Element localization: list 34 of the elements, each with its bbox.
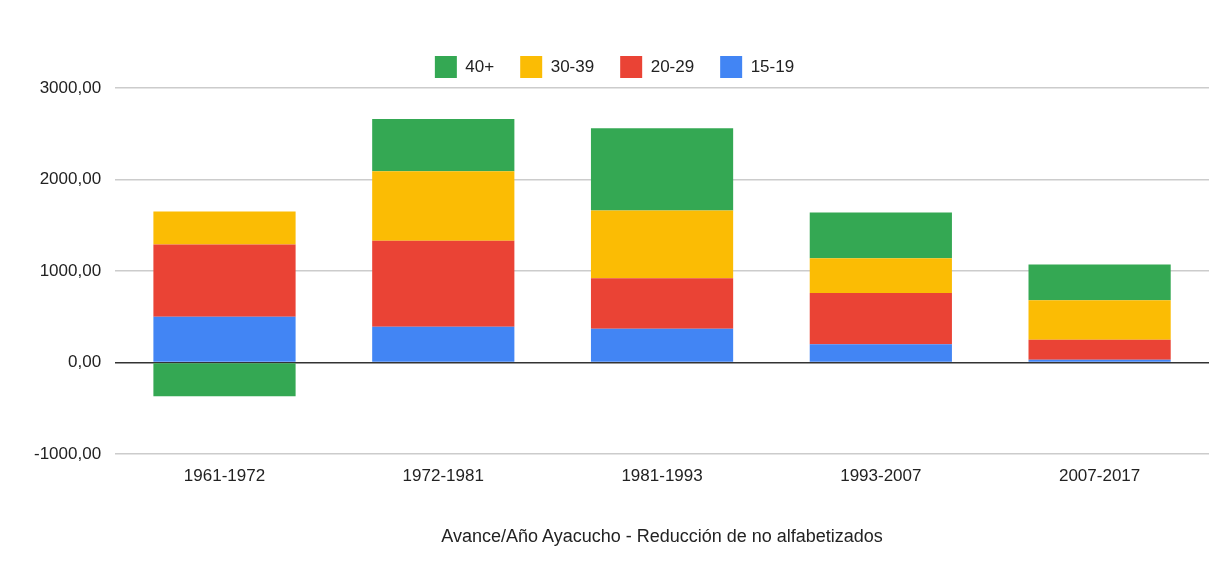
legend-label: 20-29 (650, 56, 695, 76)
bar (153, 363, 296, 397)
bar (590, 128, 734, 211)
bar (1028, 264, 1171, 301)
bar (809, 292, 952, 345)
x-tick-label: 2007-2017 (1058, 465, 1141, 485)
legend-label: 30-39 (550, 56, 595, 76)
y-tick-label: 1000,00 (39, 260, 102, 280)
y-tick-label: 3000,00 (39, 77, 102, 97)
bar (372, 171, 515, 241)
bar (1028, 300, 1171, 340)
bar (590, 328, 734, 362)
bar (153, 316, 296, 362)
y-tick-label: -1000,00 (33, 443, 102, 463)
x-tick-label: 1972-1981 (402, 465, 484, 485)
bar (809, 344, 952, 362)
bar (809, 258, 952, 293)
x-tick-label: 1981-1993 (621, 465, 703, 485)
bar (372, 119, 515, 172)
bar (372, 326, 515, 362)
y-tick-label: 2000,00 (39, 169, 102, 189)
legend-label: 15-19 (750, 56, 795, 76)
bar (590, 278, 734, 329)
legend-label: 40+ (465, 56, 495, 76)
y-tick-label: 0,00 (68, 352, 102, 372)
bar (372, 240, 515, 327)
bar (1028, 339, 1171, 360)
x-tick-label: 1993-2007 (840, 465, 922, 485)
x-axis-title: Avance/Año Ayacucho - Reducción de no alfabetizados (441, 526, 883, 547)
bar (153, 244, 296, 317)
bar (590, 210, 734, 279)
x-tick-label: 1961-1972 (183, 465, 266, 485)
bar (809, 212, 952, 259)
bar (153, 211, 296, 245)
